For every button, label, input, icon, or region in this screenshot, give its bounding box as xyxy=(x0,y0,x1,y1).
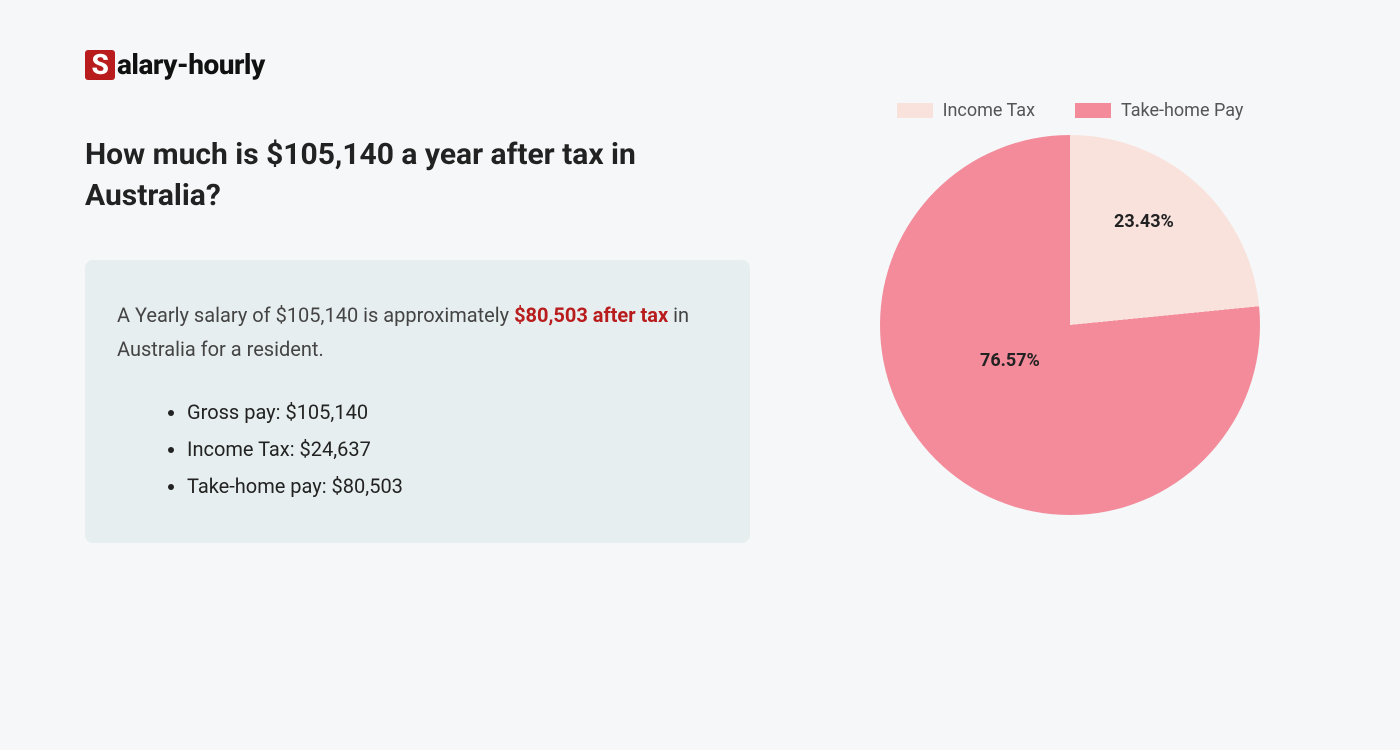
pie-chart-area: Income Tax Take-home Pay 23.43% 76.57% xyxy=(830,100,1310,515)
page-title: How much is $105,140 a year after tax in… xyxy=(85,135,750,216)
summary-box: A Yearly salary of $105,140 is approxima… xyxy=(85,260,750,543)
legend-swatch-takehome xyxy=(1075,103,1111,118)
legend-label-income-tax: Income Tax xyxy=(943,100,1035,121)
legend-label-takehome: Take-home Pay xyxy=(1121,100,1243,121)
detail-income-tax: Income Tax: $24,637 xyxy=(187,431,706,468)
summary-prefix: A Yearly salary of $105,140 is approxima… xyxy=(117,303,514,327)
summary-highlight: $80,503 after tax xyxy=(514,303,668,327)
logo-badge: S xyxy=(85,50,115,80)
legend-item-takehome: Take-home Pay xyxy=(1075,100,1243,121)
site-logo: Salary-hourly xyxy=(85,48,265,81)
pie-label-income-tax: 23.43% xyxy=(1114,211,1174,232)
details-list: Gross pay: $105,140 Income Tax: $24,637 … xyxy=(117,394,706,505)
chart-legend: Income Tax Take-home Pay xyxy=(830,100,1310,121)
logo-text: alary-hourly xyxy=(117,48,265,81)
pie-chart-wrap: 23.43% 76.57% xyxy=(880,135,1260,515)
pie-chart xyxy=(880,135,1260,515)
pie-label-takehome: 76.57% xyxy=(980,350,1040,371)
summary-sentence: A Yearly salary of $105,140 is approxima… xyxy=(117,298,706,366)
content-column: How much is $105,140 a year after tax in… xyxy=(85,135,750,543)
legend-swatch-income-tax xyxy=(897,103,933,118)
detail-gross-pay: Gross pay: $105,140 xyxy=(187,394,706,431)
legend-item-income-tax: Income Tax xyxy=(897,100,1035,121)
detail-takehome-pay: Take-home pay: $80,503 xyxy=(187,468,706,505)
